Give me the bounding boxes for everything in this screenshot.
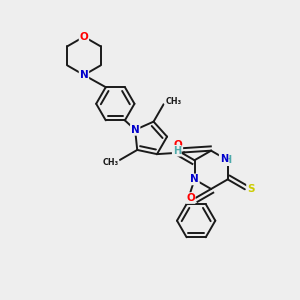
Text: CH₃: CH₃ [165,97,181,106]
Text: S: S [247,184,254,194]
Text: O: O [80,32,88,42]
Text: H: H [224,155,232,165]
Text: CH₃: CH₃ [102,158,119,167]
Text: O: O [186,193,195,203]
Text: N: N [80,70,88,80]
Text: H: H [173,146,181,156]
Text: N: N [131,125,140,135]
Text: N: N [190,174,199,184]
Text: N: N [220,154,228,164]
Text: O: O [173,140,182,150]
